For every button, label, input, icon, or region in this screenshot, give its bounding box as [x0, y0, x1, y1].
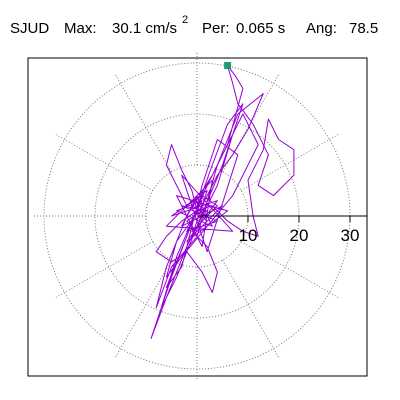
grid-spoke-240: [114, 259, 172, 358]
max-unit-exponent: 2: [182, 14, 189, 26]
station-code: SJUD: [10, 20, 50, 37]
grid-spoke-210: [55, 241, 154, 299]
plot-header: SJUD Max: 30.1 cm/s 2 Per: 0.065 s Ang: …: [0, 0, 400, 50]
grid-spoke-300: [222, 259, 280, 358]
max-marker: [224, 62, 232, 70]
angle-label: Ang:: [306, 20, 337, 37]
trace-line: [150, 65, 295, 339]
max-marker-layer: [224, 62, 232, 70]
radial-tick-label-10: 10: [239, 226, 258, 245]
grid-spoke-150: [55, 133, 154, 191]
max-value: 30.1 cm/s: [112, 20, 178, 37]
radial-axis: 10 20 30: [197, 215, 367, 245]
period-value: 0.065 s: [236, 20, 286, 37]
angle-value: 78.5: [349, 20, 379, 37]
grid-spoke-330: [240, 241, 339, 299]
radial-tick-label-30: 30: [341, 226, 360, 245]
max-label: Max:: [64, 20, 97, 37]
grid-spoke-30: [240, 133, 339, 191]
motion-trace: [150, 65, 295, 339]
radial-tick-label-20: 20: [290, 226, 309, 245]
plot-frame: [27, 57, 368, 377]
grid-spoke-120: [114, 74, 172, 173]
period-label: Per:: [202, 20, 230, 37]
